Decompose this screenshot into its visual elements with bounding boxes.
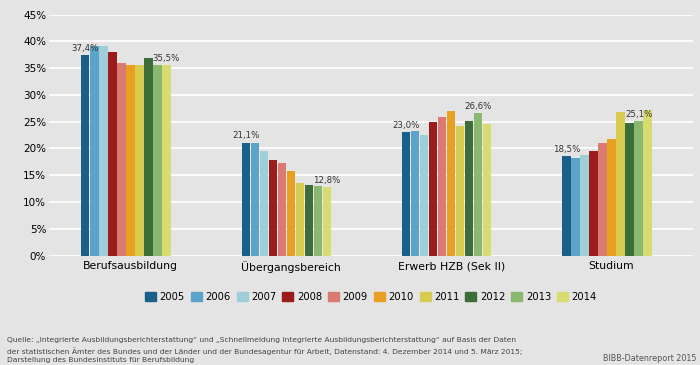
Text: 23,0%: 23,0% <box>393 121 420 130</box>
Bar <box>634 121 643 255</box>
Bar <box>571 158 580 255</box>
Bar <box>269 160 277 256</box>
Bar <box>99 46 108 255</box>
Bar <box>402 132 410 256</box>
Bar <box>598 143 607 256</box>
Bar <box>314 187 322 256</box>
Text: 26,6%: 26,6% <box>465 102 492 111</box>
Bar <box>251 143 259 256</box>
Bar <box>562 157 570 256</box>
Bar <box>608 139 616 255</box>
Bar <box>304 185 313 256</box>
Bar <box>287 171 295 256</box>
Bar <box>90 46 99 256</box>
Bar <box>126 65 134 255</box>
Bar <box>617 112 624 256</box>
Bar <box>438 118 447 255</box>
Bar <box>118 63 125 256</box>
Bar <box>295 183 304 255</box>
Bar <box>108 51 116 255</box>
Text: 37,4%: 37,4% <box>71 44 99 53</box>
Bar <box>429 122 438 256</box>
Bar <box>580 155 589 256</box>
Bar <box>153 65 162 255</box>
Legend: 2005, 2006, 2007, 2008, 2009, 2010, 2011, 2012, 2013, 2014: 2005, 2006, 2007, 2008, 2009, 2010, 2011… <box>145 292 597 302</box>
Bar <box>474 113 482 256</box>
Text: BIBB-Datenreport 2015: BIBB-Datenreport 2015 <box>603 354 696 363</box>
Bar <box>411 131 419 256</box>
Text: 25,1%: 25,1% <box>625 110 652 119</box>
Bar <box>483 124 491 255</box>
Bar <box>260 151 268 255</box>
Text: 18,5%: 18,5% <box>553 145 580 154</box>
Text: 21,1%: 21,1% <box>232 131 260 141</box>
Text: Quelle: „Integrierte Ausbildungsberichterstattung“ und „Schnellmeldung Integrier: Quelle: „Integrierte Ausbildungsberichte… <box>7 337 522 363</box>
Bar <box>643 110 652 256</box>
Bar <box>81 55 90 255</box>
Bar <box>626 123 634 256</box>
Bar <box>323 187 331 255</box>
Text: 12,8%: 12,8% <box>313 176 341 185</box>
Bar <box>456 126 464 256</box>
Bar <box>465 120 473 256</box>
Bar <box>420 135 428 256</box>
Bar <box>135 65 143 256</box>
Text: 35,5%: 35,5% <box>153 54 180 63</box>
Bar <box>589 151 598 256</box>
Bar <box>241 143 250 256</box>
Bar <box>447 111 455 256</box>
Bar <box>162 65 171 255</box>
Bar <box>144 58 153 255</box>
Bar <box>278 163 286 255</box>
